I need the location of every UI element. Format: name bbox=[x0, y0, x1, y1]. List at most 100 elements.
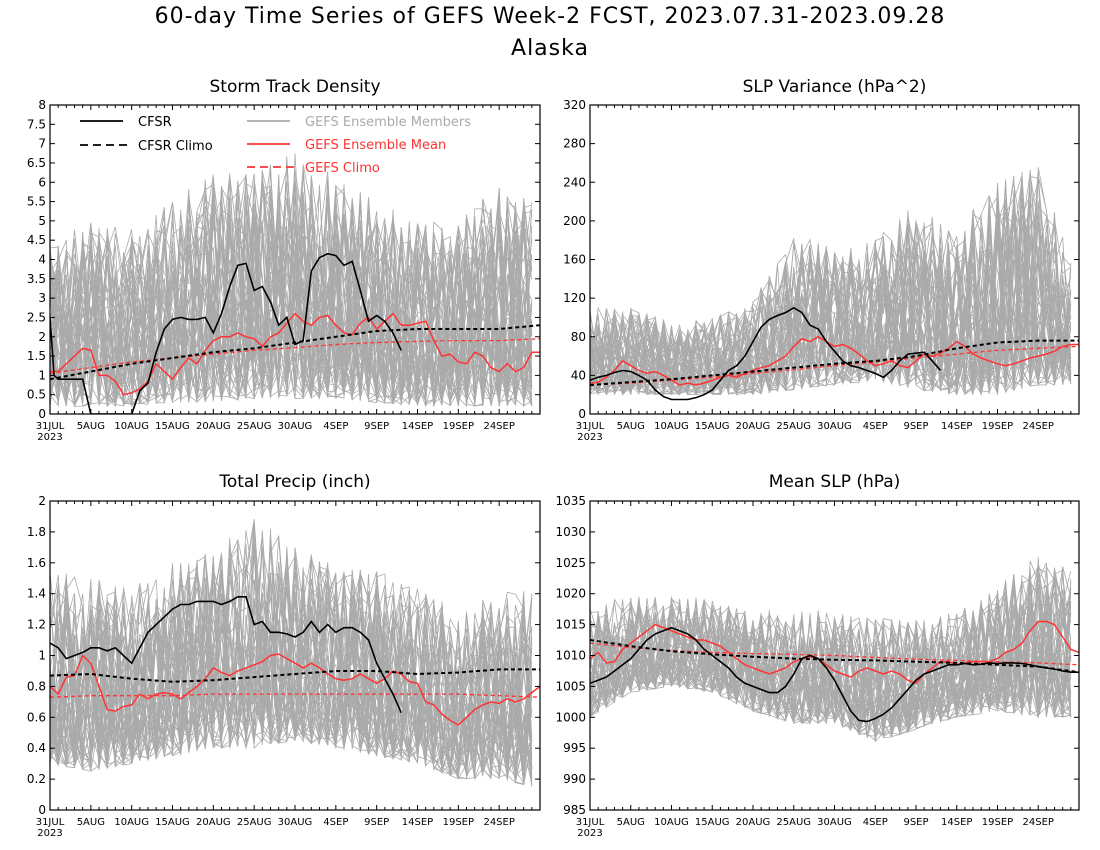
panel-title: Total Precip (inch) bbox=[218, 472, 370, 492]
ensemble-member-line bbox=[590, 203, 1072, 396]
x-tick-label: 31JUL bbox=[36, 817, 65, 828]
series-cfsr bbox=[50, 595, 402, 714]
y-tick-label: 1.8 bbox=[27, 525, 46, 539]
ensemble-member-line bbox=[50, 164, 533, 407]
x-tick-label: 31JUL bbox=[576, 817, 605, 828]
y-tick-label: 0 bbox=[38, 407, 46, 421]
y-tick-label: 6 bbox=[38, 175, 46, 189]
legend: CFSR CFSR Climo GEFS Ensemble Members GEFS … bbox=[80, 115, 471, 176]
ensemble-members bbox=[50, 518, 533, 787]
series-mean bbox=[590, 335, 1079, 386]
y-tick-label: 1010 bbox=[555, 649, 586, 663]
series-climo-red bbox=[50, 338, 540, 375]
x-year-label: 2023 bbox=[577, 432, 602, 443]
series-climo-red bbox=[590, 345, 1079, 386]
ensemble-member-line bbox=[50, 546, 533, 784]
x-tick-label: 20AUG bbox=[736, 421, 771, 432]
ensemble-member-line bbox=[50, 184, 532, 407]
legend-gefs-climo-label: GEFS Climo bbox=[305, 161, 380, 176]
x-tick-label: 30AUG bbox=[817, 421, 852, 432]
y-tick-label: 2 bbox=[38, 494, 46, 508]
x-tick-label: 15AUG bbox=[155, 421, 190, 432]
y-tick-label: 1 bbox=[38, 649, 46, 663]
ensemble-member-line bbox=[50, 169, 533, 407]
x-tick-label: 25AUG bbox=[237, 421, 272, 432]
y-tick-label: 3 bbox=[38, 291, 46, 305]
panel-title: Mean SLP (hPa) bbox=[769, 472, 901, 492]
x-tick-label: 4SEP bbox=[863, 817, 888, 828]
ensemble-members bbox=[50, 153, 533, 408]
y-tick-label: 0.8 bbox=[27, 679, 46, 693]
x-tick-label: 4SEP bbox=[323, 817, 348, 828]
y-tick-label: 1025 bbox=[555, 556, 586, 570]
x-year-label: 2023 bbox=[37, 432, 62, 443]
series-cfsr-climo bbox=[590, 639, 1079, 674]
y-tick-label: 2 bbox=[38, 330, 46, 344]
ensemble-member-line bbox=[590, 574, 1072, 737]
y-tick-label: 4.5 bbox=[27, 233, 46, 247]
ensemble-member-line bbox=[590, 597, 1072, 743]
x-tick-label: 19SEP bbox=[443, 421, 474, 432]
panel-precip: Total Precip (inch) 0 0.2 0.4 0.6 0.8 1 1.2 1.4 1… bbox=[27, 472, 541, 839]
y-tick-label: 7 bbox=[38, 137, 46, 151]
y-tick-label: 1020 bbox=[555, 587, 586, 601]
ensemble-member-line bbox=[50, 570, 533, 776]
x-year-label: 2023 bbox=[37, 828, 62, 839]
x-tick-label: 25AUG bbox=[237, 817, 272, 828]
y-tick-label: 240 bbox=[563, 175, 586, 189]
ensemble-member-line bbox=[590, 197, 1072, 397]
x-tick-label: 4SEP bbox=[323, 421, 348, 432]
series-mean bbox=[590, 620, 1079, 685]
ensemble-member-line bbox=[50, 565, 533, 774]
x-tick-label: 20AUG bbox=[196, 817, 231, 828]
ensemble-member-line bbox=[50, 577, 533, 759]
x-tick-label: 25AUG bbox=[776, 817, 811, 828]
panel-title: SLP Variance (hPa^2) bbox=[743, 77, 927, 97]
x-tick-label: 9SEP bbox=[903, 421, 928, 432]
y-tick-label: 5.5 bbox=[27, 195, 46, 209]
ensemble-member-line bbox=[590, 174, 1072, 396]
series-mean bbox=[50, 312, 540, 396]
ensemble-member-line bbox=[590, 581, 1072, 736]
ensemble-member-line bbox=[50, 545, 533, 779]
legend-cfsr-climo-label: CFSR Climo bbox=[138, 139, 213, 154]
x-tick-label: 4SEP bbox=[863, 421, 888, 432]
x-tick-label: 5AUG bbox=[77, 421, 105, 432]
x-tick-label: 10AUG bbox=[114, 817, 149, 828]
x-tick-label: 20AUG bbox=[196, 421, 231, 432]
ensemble-member-line bbox=[50, 180, 533, 406]
series-climo-red bbox=[50, 693, 540, 698]
y-tick-label: 80 bbox=[571, 330, 586, 344]
ensemble-member-line bbox=[590, 568, 1072, 738]
x-tick-label: 24SEP bbox=[1023, 421, 1054, 432]
y-tick-label: 0.5 bbox=[27, 388, 46, 402]
y-tick-label: 0 bbox=[38, 803, 46, 817]
ensemble-member-line bbox=[50, 549, 533, 770]
panel-meanslp: Mean SLP (hPa) 985 990 995 1000 1005 1010 1015 1… bbox=[555, 472, 1080, 839]
x-tick-label: 10AUG bbox=[114, 421, 149, 432]
ensemble-member-line bbox=[590, 557, 1072, 734]
figure-title: 60-day Time Series of GEFS Week-2 FCST, … bbox=[154, 4, 946, 29]
ensemble-member-line bbox=[590, 183, 1072, 395]
legend-gefs-members-label: GEFS Ensemble Members bbox=[305, 115, 471, 130]
y-tick-label: 160 bbox=[563, 253, 586, 267]
series-cfsr bbox=[590, 306, 942, 401]
x-tick-label: 24SEP bbox=[1023, 817, 1054, 828]
y-tick-label: 1015 bbox=[555, 618, 586, 632]
x-tick-label: 10AUG bbox=[654, 421, 689, 432]
legend-gefs-mean-label: GEFS Ensemble Mean bbox=[305, 138, 446, 153]
ensemble-member-line bbox=[590, 574, 1072, 727]
y-tick-label: 4 bbox=[38, 253, 46, 267]
y-tick-label: 985 bbox=[563, 803, 586, 817]
x-tick-label: 24SEP bbox=[483, 817, 514, 828]
ensemble-member-line bbox=[590, 600, 1072, 735]
y-tick-label: 0 bbox=[578, 407, 586, 421]
y-tick-label: 1.2 bbox=[27, 618, 46, 632]
series-cfsr bbox=[590, 626, 1079, 723]
y-tick-label: 1005 bbox=[555, 679, 586, 693]
x-tick-label: 30AUG bbox=[278, 421, 313, 432]
x-tick-label: 9SEP bbox=[364, 817, 389, 828]
x-tick-label: 14SEP bbox=[402, 817, 433, 828]
ensemble-member-line bbox=[590, 585, 1071, 735]
ensemble-member-line bbox=[590, 598, 1072, 729]
